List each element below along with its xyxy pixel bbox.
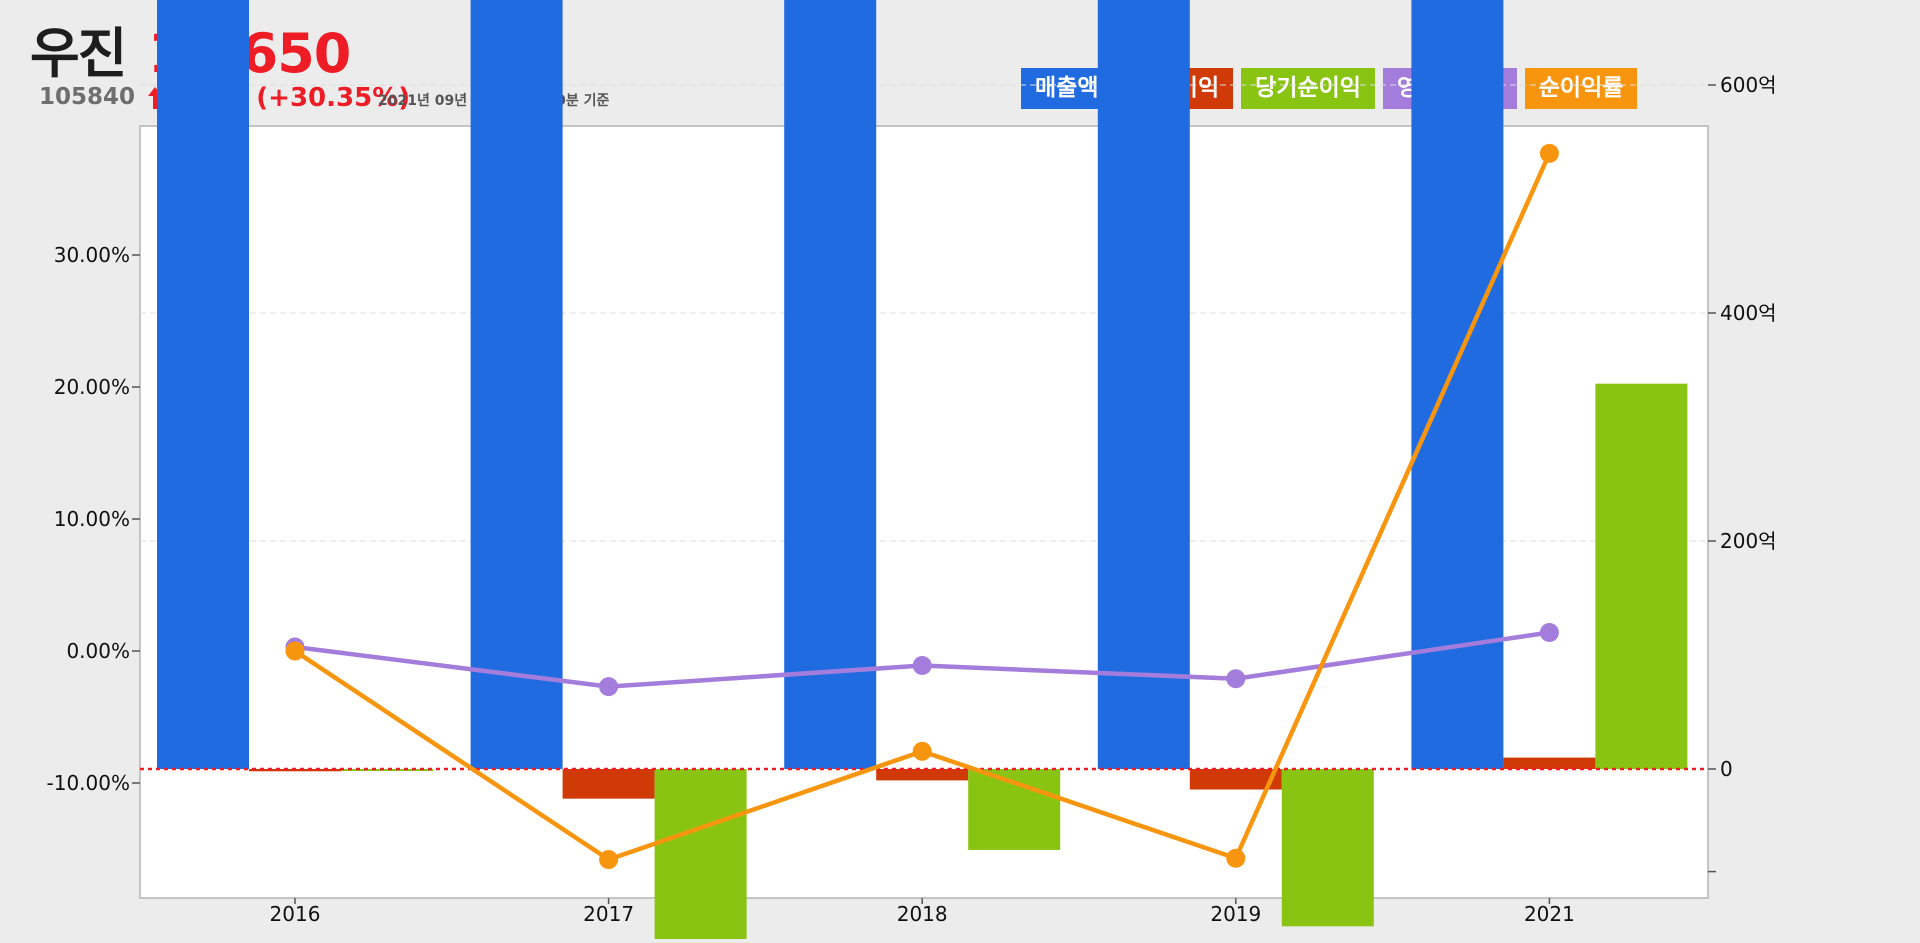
bar-net-income-2021: [1595, 383, 1688, 769]
bar-revenue-2021: [1411, 0, 1504, 770]
x-tick-label-2016: 2016: [270, 902, 321, 926]
left-tick-label: 0.00%: [66, 639, 130, 663]
legend-net-margin[interactable]: 순이익률: [1524, 68, 1638, 109]
right-tick-label: 600억: [1720, 73, 1777, 97]
x-tick-label-2021: 2021: [1524, 902, 1575, 926]
line-net-margin-point-2016: [285, 641, 305, 661]
line-net-margin-point-2018: [912, 741, 932, 761]
line-net-margin-point-2021: [1539, 143, 1559, 163]
left-tick-label: 30.00%: [54, 243, 130, 267]
right-tick-label: 400억: [1720, 301, 1777, 325]
legend-net-income[interactable]: 당기순이익: [1241, 68, 1375, 109]
line-net-margin-point-2017: [599, 850, 619, 870]
bar-revenue-2019: [1097, 0, 1190, 770]
stock-name: 우진: [30, 22, 127, 85]
line-operating-margin-point-2019: [1226, 669, 1246, 689]
bar-net-income-2019: [1281, 769, 1374, 927]
bar-revenue-2017: [470, 0, 563, 769]
line-net-margin-point-2019: [1226, 848, 1246, 868]
left-tick-label: 10.00%: [54, 507, 130, 531]
x-tick-label-2018: 2018: [897, 902, 948, 926]
bar-revenue-2016: [157, 0, 249, 769]
bar-operating-profit-2021: [1503, 757, 1596, 769]
line-operating-margin-point-2018: [912, 656, 932, 676]
line-operating-margin-point-2017: [599, 677, 619, 697]
left-tick-label: -10.00%: [47, 771, 130, 795]
legend-revenue[interactable]: 매출액: [1021, 68, 1113, 109]
x-tick-label-2019: 2019: [1210, 902, 1261, 926]
x-tick-label-2017: 2017: [583, 902, 634, 926]
right-tick-label: 0: [1720, 757, 1733, 781]
bar-net-income-2016: [341, 769, 433, 771]
line-operating-margin-point-2021: [1539, 623, 1559, 643]
bar-operating-profit-2018: [876, 769, 969, 781]
bar-revenue-2018: [784, 0, 877, 769]
bar-net-income-2017: [654, 769, 747, 943]
left-tick-label: 20.00%: [54, 375, 130, 399]
stock-code: 105840: [39, 84, 136, 110]
right-tick-label: 200억: [1720, 529, 1777, 553]
bar-operating-profit-2019: [1189, 769, 1282, 790]
bar-operating-profit-2017: [562, 769, 655, 799]
